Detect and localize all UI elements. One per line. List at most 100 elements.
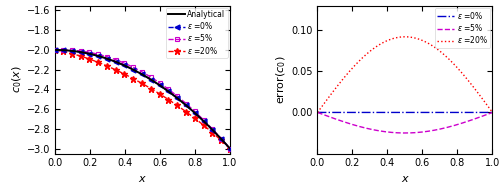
$\varepsilon$ =5% — [78, 50, 84, 52]
Line: $\varepsilon$ =20%: $\varepsilon$ =20% — [318, 37, 492, 112]
Analytical — [98, 56, 104, 58]
$\varepsilon$ =0% — [95, 55, 101, 57]
$\varepsilon$ =5% — [156, 82, 162, 84]
$\varepsilon$ =0% — [139, 73, 145, 75]
$\varepsilon$ =5% — [130, 66, 136, 68]
$\varepsilon$ =5% — [192, 110, 198, 113]
$\varepsilon$ =0% — [347, 111, 353, 114]
Analytical — [62, 49, 68, 51]
$\varepsilon$ =20% — [86, 58, 92, 60]
$\varepsilon$ =5% — [476, 117, 482, 119]
$\varepsilon$ =20% — [200, 124, 206, 126]
$\varepsilon$ =20% — [490, 111, 496, 114]
$\varepsilon$ =0% — [362, 111, 368, 114]
Analytical — [218, 138, 224, 140]
$\varepsilon$ =5% — [183, 102, 189, 105]
X-axis label: $x$: $x$ — [138, 174, 147, 184]
$\varepsilon$ =20% — [60, 50, 66, 53]
$\varepsilon$ =20% — [166, 98, 172, 101]
$\varepsilon$ =5% — [86, 51, 92, 53]
Y-axis label: $c_0(x)$: $c_0(x)$ — [10, 66, 24, 93]
$\varepsilon$ =20% — [325, 97, 331, 99]
$\varepsilon$ =20% — [148, 88, 154, 90]
$\varepsilon$ =5% — [227, 147, 233, 150]
$\varepsilon$ =5% — [95, 53, 101, 55]
$\varepsilon$ =5% — [490, 111, 496, 114]
$\varepsilon$ =5% — [325, 115, 331, 117]
$\varepsilon$ =20% — [52, 49, 58, 51]
$\varepsilon$ =5% — [139, 71, 145, 73]
$\varepsilon$ =0% — [60, 49, 66, 51]
Analytical — [84, 52, 90, 54]
$\varepsilon$ =5% — [174, 95, 180, 97]
$\varepsilon$ =0% — [112, 61, 118, 63]
$\varepsilon$ =0% — [52, 49, 58, 51]
$\varepsilon$ =0% — [325, 111, 331, 114]
Legend: Analytical, $\varepsilon$ =0%, $\varepsilon$ =5%, $\varepsilon$ =20%: Analytical, $\varepsilon$ =0%, $\varepsi… — [166, 8, 228, 58]
Analytical — [227, 147, 233, 150]
Line: Analytical: Analytical — [55, 50, 230, 149]
$\varepsilon$ =0% — [148, 78, 154, 81]
$\varepsilon$ =0% — [200, 120, 206, 122]
$\varepsilon$ =5% — [210, 128, 216, 130]
$\varepsilon$ =5% — [347, 123, 353, 125]
$\varepsilon$ =5% — [402, 132, 407, 134]
Y-axis label: $\mathrm{error}(c_0)$: $\mathrm{error}(c_0)$ — [275, 55, 288, 104]
$\varepsilon$ =5% — [112, 58, 118, 61]
$\varepsilon$ =0% — [476, 111, 482, 114]
$\varepsilon$ =0% — [322, 111, 328, 114]
$\varepsilon$ =0% — [130, 69, 136, 71]
$\varepsilon$ =0% — [86, 53, 92, 55]
Line: $\varepsilon$ =0%: $\varepsilon$ =0% — [52, 48, 233, 151]
$\varepsilon$ =5% — [166, 88, 172, 90]
$\varepsilon$ =20% — [322, 102, 328, 104]
$\varepsilon$ =0% — [358, 111, 364, 114]
$\varepsilon$ =0% — [183, 104, 189, 106]
$\varepsilon$ =20% — [139, 82, 145, 85]
$\varepsilon$ =0% — [314, 111, 320, 114]
$\varepsilon$ =20% — [112, 69, 118, 71]
$\varepsilon$ =20% — [476, 92, 482, 95]
$\varepsilon$ =20% — [95, 61, 101, 63]
$\varepsilon$ =0% — [174, 97, 180, 99]
Legend: $\varepsilon$ =0%, $\varepsilon$ =5%, $\varepsilon$ =20%: $\varepsilon$ =0%, $\varepsilon$ =5%, $\… — [435, 8, 490, 48]
Line: $\varepsilon$ =5%: $\varepsilon$ =5% — [52, 47, 233, 151]
$\varepsilon$ =5% — [122, 62, 128, 64]
$\varepsilon$ =20% — [122, 73, 128, 75]
Line: $\varepsilon$ =5%: $\varepsilon$ =5% — [318, 112, 492, 133]
Analytical — [212, 131, 218, 134]
$\varepsilon$ =0% — [446, 111, 452, 114]
$\varepsilon$ =20% — [218, 139, 224, 142]
$\varepsilon$ =5% — [218, 137, 224, 140]
Analytical — [59, 49, 65, 51]
$\varepsilon$ =20% — [104, 65, 110, 67]
$\varepsilon$ =20% — [183, 111, 189, 113]
$\varepsilon$ =0% — [122, 64, 128, 67]
$\varepsilon$ =5% — [361, 127, 367, 129]
Line: $\varepsilon$ =20%: $\varepsilon$ =20% — [52, 47, 233, 152]
$\varepsilon$ =5% — [322, 114, 328, 116]
$\varepsilon$ =20% — [482, 101, 488, 103]
$\varepsilon$ =5% — [52, 49, 58, 51]
$\varepsilon$ =0% — [68, 50, 74, 52]
$\varepsilon$ =5% — [68, 49, 74, 51]
$\varepsilon$ =5% — [482, 114, 488, 117]
$\varepsilon$ =0% — [490, 111, 496, 114]
$\varepsilon$ =0% — [192, 112, 198, 114]
$\varepsilon$ =20% — [192, 117, 198, 119]
$\varepsilon$ =20% — [227, 147, 233, 150]
$\varepsilon$ =5% — [60, 49, 66, 51]
$\varepsilon$ =20% — [78, 55, 84, 57]
$\varepsilon$ =20% — [210, 132, 216, 134]
$\varepsilon$ =5% — [200, 119, 206, 121]
$\varepsilon$ =20% — [130, 78, 136, 80]
X-axis label: $x$: $x$ — [400, 174, 409, 184]
$\varepsilon$ =20% — [347, 70, 353, 72]
$\varepsilon$ =5% — [314, 111, 320, 114]
$\varepsilon$ =20% — [174, 104, 180, 107]
$\varepsilon$ =20% — [68, 52, 74, 55]
Analytical — [52, 49, 58, 51]
$\varepsilon$ =20% — [361, 55, 367, 57]
$\varepsilon$ =0% — [482, 111, 488, 114]
$\varepsilon$ =0% — [78, 51, 84, 53]
